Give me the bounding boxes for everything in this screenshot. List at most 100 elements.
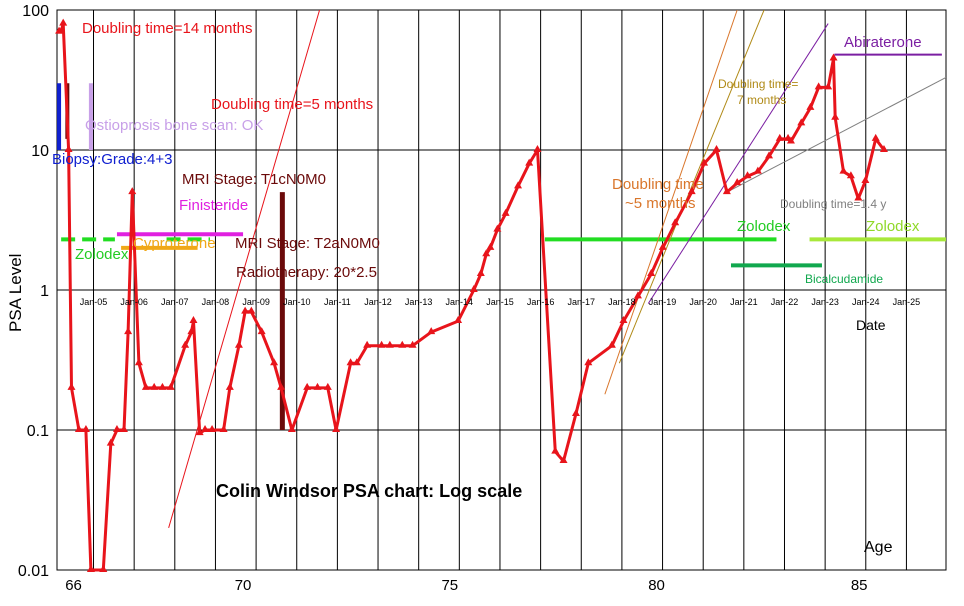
annot-mri2: MRI Stage: T2aN0M0 xyxy=(235,235,380,252)
age-tick-label: 75 xyxy=(441,577,458,594)
date-tick-label: Jan-08 xyxy=(202,297,230,307)
psa-point xyxy=(551,446,560,454)
doubling-line xyxy=(168,10,321,528)
date-tick-label: Jan-12 xyxy=(364,297,392,307)
doubling-time-lines xyxy=(168,10,946,528)
annot-zolodex3: Zolodex xyxy=(866,218,920,235)
psa-point xyxy=(493,224,502,232)
psa-point xyxy=(584,358,593,366)
psa-point xyxy=(854,193,863,201)
psa-point xyxy=(112,425,121,432)
psa-point xyxy=(119,425,128,432)
date-tick-label: Jan-10 xyxy=(283,297,311,307)
psa-point xyxy=(64,145,73,152)
psa-point xyxy=(166,382,175,390)
psa-point xyxy=(765,151,774,159)
psa-point xyxy=(514,181,523,189)
date-tick-label: Jan-20 xyxy=(689,297,717,307)
psa-point xyxy=(158,382,167,390)
grid xyxy=(56,9,947,571)
psa-point xyxy=(219,425,228,432)
psa-point xyxy=(346,358,355,366)
psa-point xyxy=(195,428,204,436)
psa-point xyxy=(201,425,210,432)
date-tick-label: Jan-24 xyxy=(852,297,880,307)
psa-point xyxy=(806,102,815,110)
age-tick-label: 85 xyxy=(851,577,868,594)
annot-doubling5: Doubling time=5 months xyxy=(211,96,373,113)
psa-point xyxy=(786,136,795,144)
psa-point xyxy=(398,340,407,348)
date-axis-label: Date xyxy=(856,317,886,333)
annot-doubling5b-line2: ~5 months xyxy=(625,195,695,212)
psa-point xyxy=(247,306,256,314)
age-axis-label: Age xyxy=(864,539,893,556)
annot-bicalcudamide: Bicalcudamide xyxy=(805,272,883,286)
annot-cyproterone: Cyproterone xyxy=(133,235,216,252)
age-tick-label: 70 xyxy=(235,577,252,594)
psa-point xyxy=(128,187,137,195)
psa-point xyxy=(86,565,95,572)
psa-point xyxy=(234,340,243,348)
annot-mri1: MRI Stage: T1cN0M0 xyxy=(182,171,326,188)
psa-point xyxy=(775,133,784,141)
annot-biopsy: Biopsy:Grade:4+3 xyxy=(52,151,173,168)
psa-point xyxy=(533,145,542,152)
psa-point xyxy=(67,382,76,390)
date-tick-label: Jan-13 xyxy=(405,297,433,307)
y-tick-label: 0.01 xyxy=(18,563,49,580)
annot-doubling7-line1: Doubling time= xyxy=(718,77,798,91)
psa-point xyxy=(846,171,855,179)
annot-abiraterone: Abiraterone xyxy=(844,34,922,51)
date-tick-label: Jan-16 xyxy=(527,297,555,307)
age-tick-label: 80 xyxy=(648,577,665,594)
doubling-line xyxy=(618,10,765,364)
psa-point xyxy=(241,306,250,314)
psa-point xyxy=(352,358,361,366)
psa-point xyxy=(106,438,115,446)
psa-point xyxy=(839,166,848,174)
psa-point xyxy=(225,382,234,390)
psa-point xyxy=(722,187,731,195)
psa-point xyxy=(323,382,332,390)
psa-point xyxy=(313,382,322,390)
psa-point xyxy=(671,218,680,226)
psa-point xyxy=(879,145,888,152)
date-tick-label: Jan-19 xyxy=(649,297,677,307)
psa-point xyxy=(687,187,696,195)
annot-doubling14y: Doubling time=1.4 y xyxy=(780,197,886,211)
psa-point xyxy=(377,340,386,348)
psa-point xyxy=(814,82,823,90)
psa-point xyxy=(486,242,495,250)
psa-point xyxy=(607,340,616,348)
date-tick-label: Jan-09 xyxy=(242,297,270,307)
psa-point xyxy=(408,340,417,348)
date-tick-label: Jan-23 xyxy=(811,297,839,307)
psa-point xyxy=(141,382,150,390)
y-tick-label: 100 xyxy=(22,3,49,20)
psa-point xyxy=(501,208,510,216)
psa-point xyxy=(208,425,217,432)
psa-point xyxy=(134,358,143,366)
date-tick-label: Jan-18 xyxy=(608,297,636,307)
psa-point xyxy=(619,316,628,324)
psa-point xyxy=(871,133,880,141)
date-tick-label: Jan-25 xyxy=(893,297,921,307)
psa-point xyxy=(571,409,580,417)
psa-point xyxy=(559,456,568,464)
date-tick-label: Jan-05 xyxy=(80,297,108,307)
y-tick-label: 10 xyxy=(31,143,49,160)
annot-doubling14: Doubling time=14 months xyxy=(82,20,253,37)
psa-point xyxy=(363,340,372,348)
y-tick-label: 1 xyxy=(40,283,49,300)
psa-point xyxy=(99,565,108,572)
psa-point xyxy=(476,269,485,277)
psa-point xyxy=(861,176,870,184)
psa-point xyxy=(712,145,721,152)
psa-point xyxy=(385,340,394,348)
date-tick-label: Jan-14 xyxy=(446,297,474,307)
psa-point xyxy=(150,382,159,390)
date-tick-label: Jan-07 xyxy=(161,297,189,307)
date-tick-label: Jan-17 xyxy=(567,297,595,307)
